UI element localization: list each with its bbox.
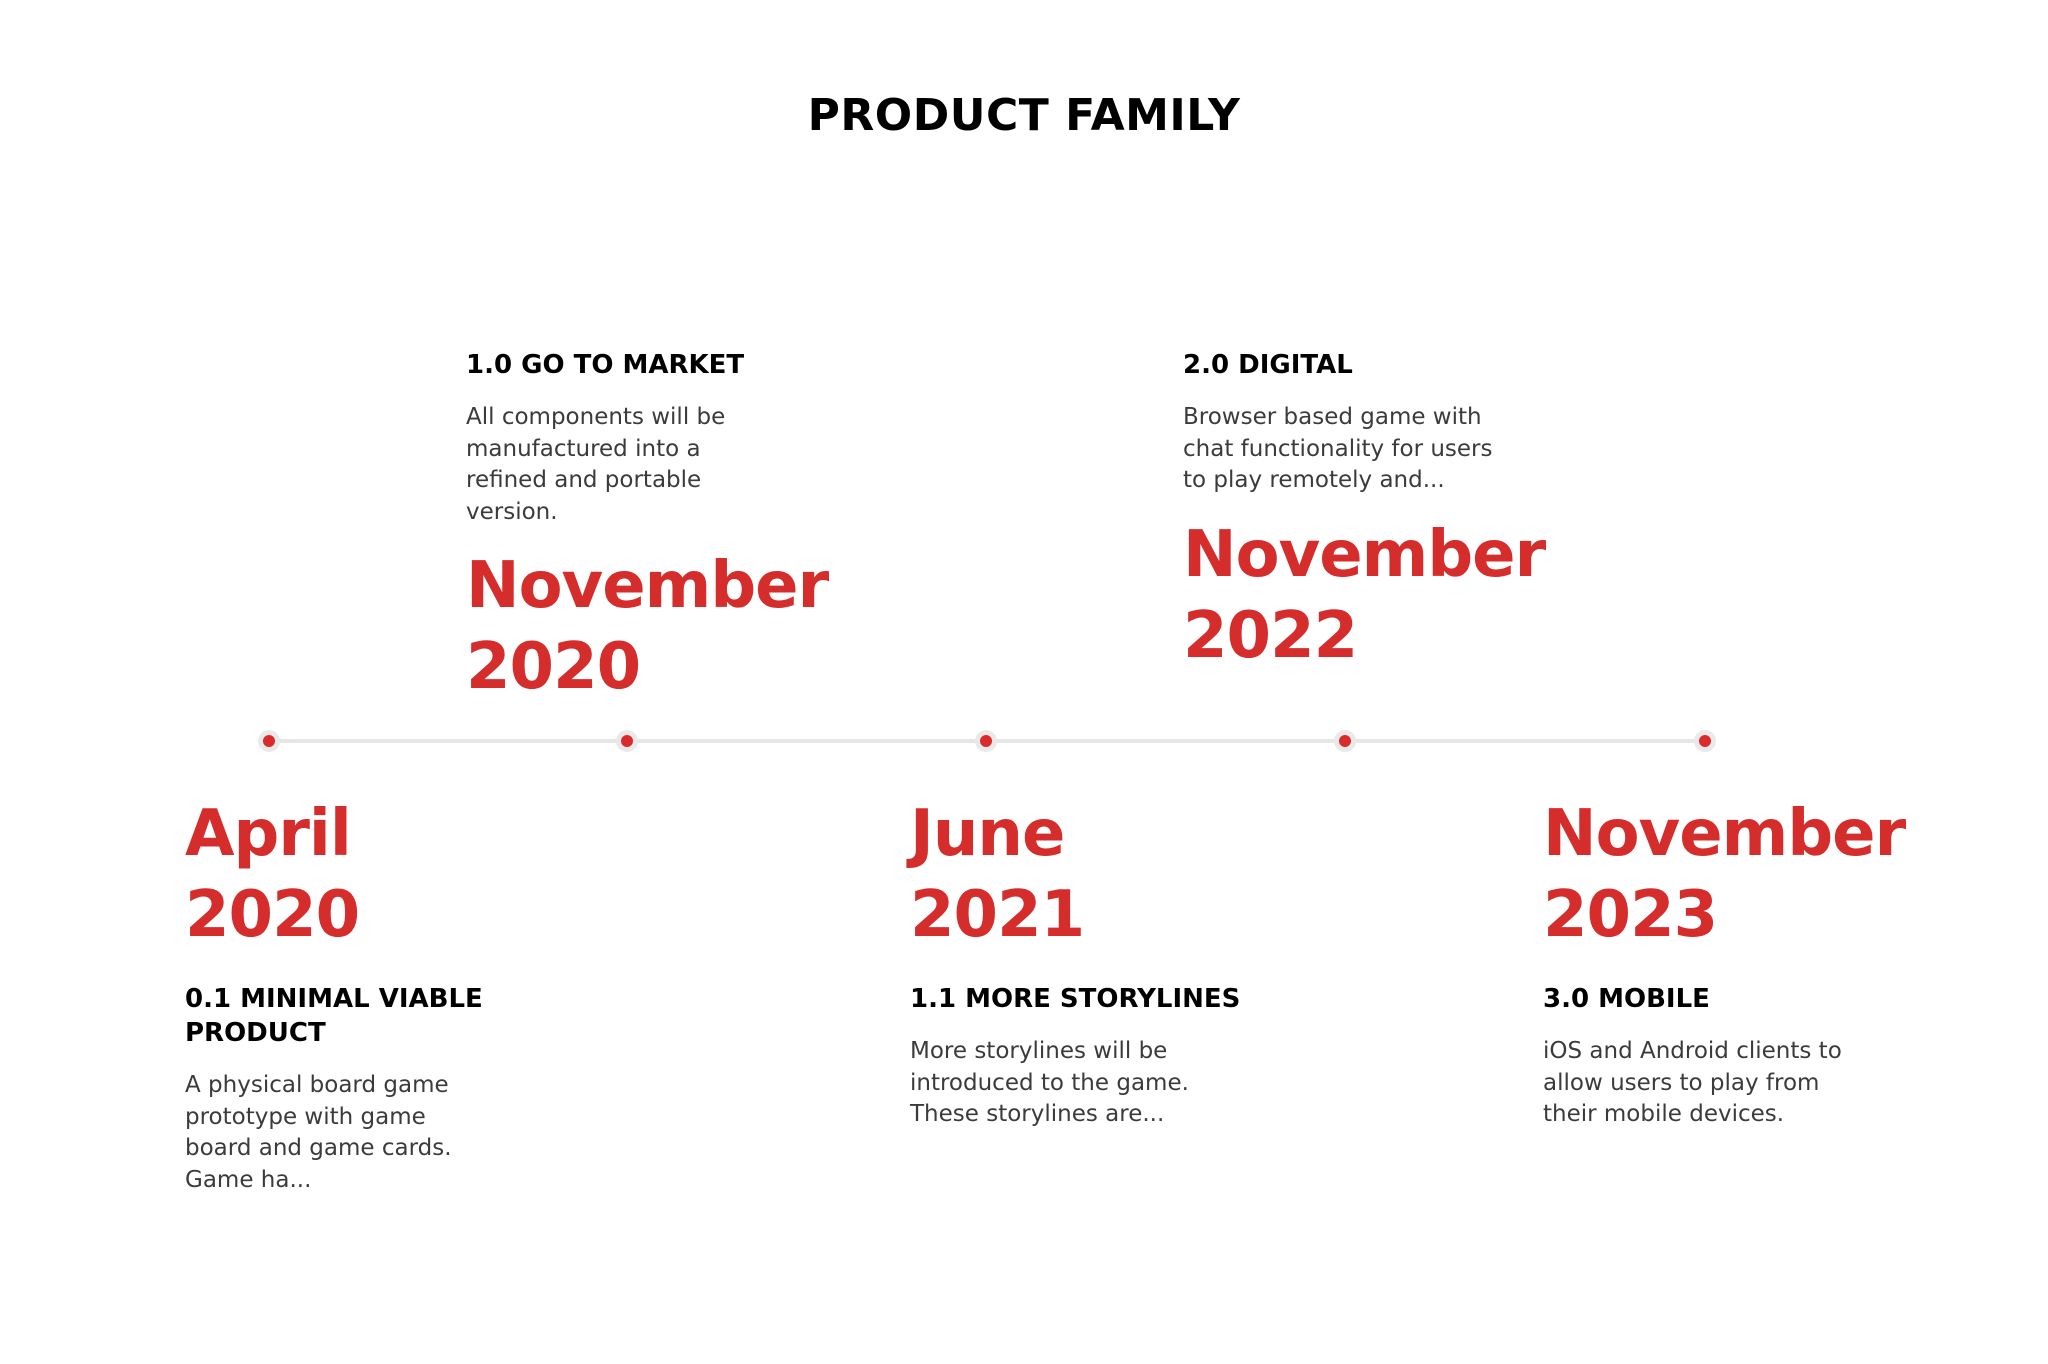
timeline-dot-1 <box>258 730 280 752</box>
timeline-dot-3 <box>975 730 997 752</box>
milestone-month: November <box>1183 515 1573 596</box>
milestone-month: April <box>185 794 575 875</box>
milestone-description: iOS and Android clients to allow users t… <box>1543 1036 1853 1131</box>
milestone-heading: 3.0 MOBILE <box>1543 982 1933 1016</box>
milestone-date: April 2020 <box>185 794 575 956</box>
milestone-year: 2022 <box>1183 596 1573 677</box>
timeline-dot-5 <box>1694 730 1716 752</box>
milestone-heading: 2.0 DIGITAL <box>1183 348 1573 382</box>
timeline-dot-4 <box>1334 730 1356 752</box>
milestone-date: November 2023 <box>1543 794 1933 956</box>
milestone-description: More storylines will be introduced to th… <box>910 1036 1210 1131</box>
milestone-date: June 2021 <box>910 794 1300 956</box>
milestone-description: Browser based game with chat functionali… <box>1183 402 1493 497</box>
milestone-year: 2020 <box>466 627 856 708</box>
milestone-description: All components will be manufactured into… <box>466 402 786 528</box>
milestone-heading: 1.0 GO TO MARKET <box>466 348 856 382</box>
milestone-description: A physical board game prototype with gam… <box>185 1070 495 1196</box>
milestone-0-1-minimal-viable-product: April 2020 0.1 MINIMAL VIABLE PRODUCT A … <box>185 794 575 1196</box>
milestone-month: November <box>1543 794 1933 875</box>
milestone-1-0-go-to-market: 1.0 GO TO MARKET All components will be … <box>466 348 856 708</box>
milestone-heading: 1.1 MORE STORYLINES <box>910 982 1300 1016</box>
milestone-3-0-mobile: November 2023 3.0 MOBILE iOS and Android… <box>1543 794 1933 1131</box>
page-title: PRODUCT FAMILY <box>0 90 2048 141</box>
milestone-heading: 0.1 MINIMAL VIABLE PRODUCT <box>185 982 485 1050</box>
milestone-year: 2020 <box>185 875 575 956</box>
milestone-month: June <box>910 794 1300 875</box>
milestone-date: November 2022 <box>1183 515 1573 677</box>
milestone-year: 2021 <box>910 875 1300 956</box>
milestone-date: November 2020 <box>466 546 856 708</box>
milestone-2-0-digital: 2.0 DIGITAL Browser based game with chat… <box>1183 348 1573 677</box>
milestone-month: November <box>466 546 856 627</box>
milestone-1-1-more-storylines: June 2021 1.1 MORE STORYLINES More story… <box>910 794 1300 1131</box>
milestone-year: 2023 <box>1543 875 1933 956</box>
timeline-dot-2 <box>616 730 638 752</box>
